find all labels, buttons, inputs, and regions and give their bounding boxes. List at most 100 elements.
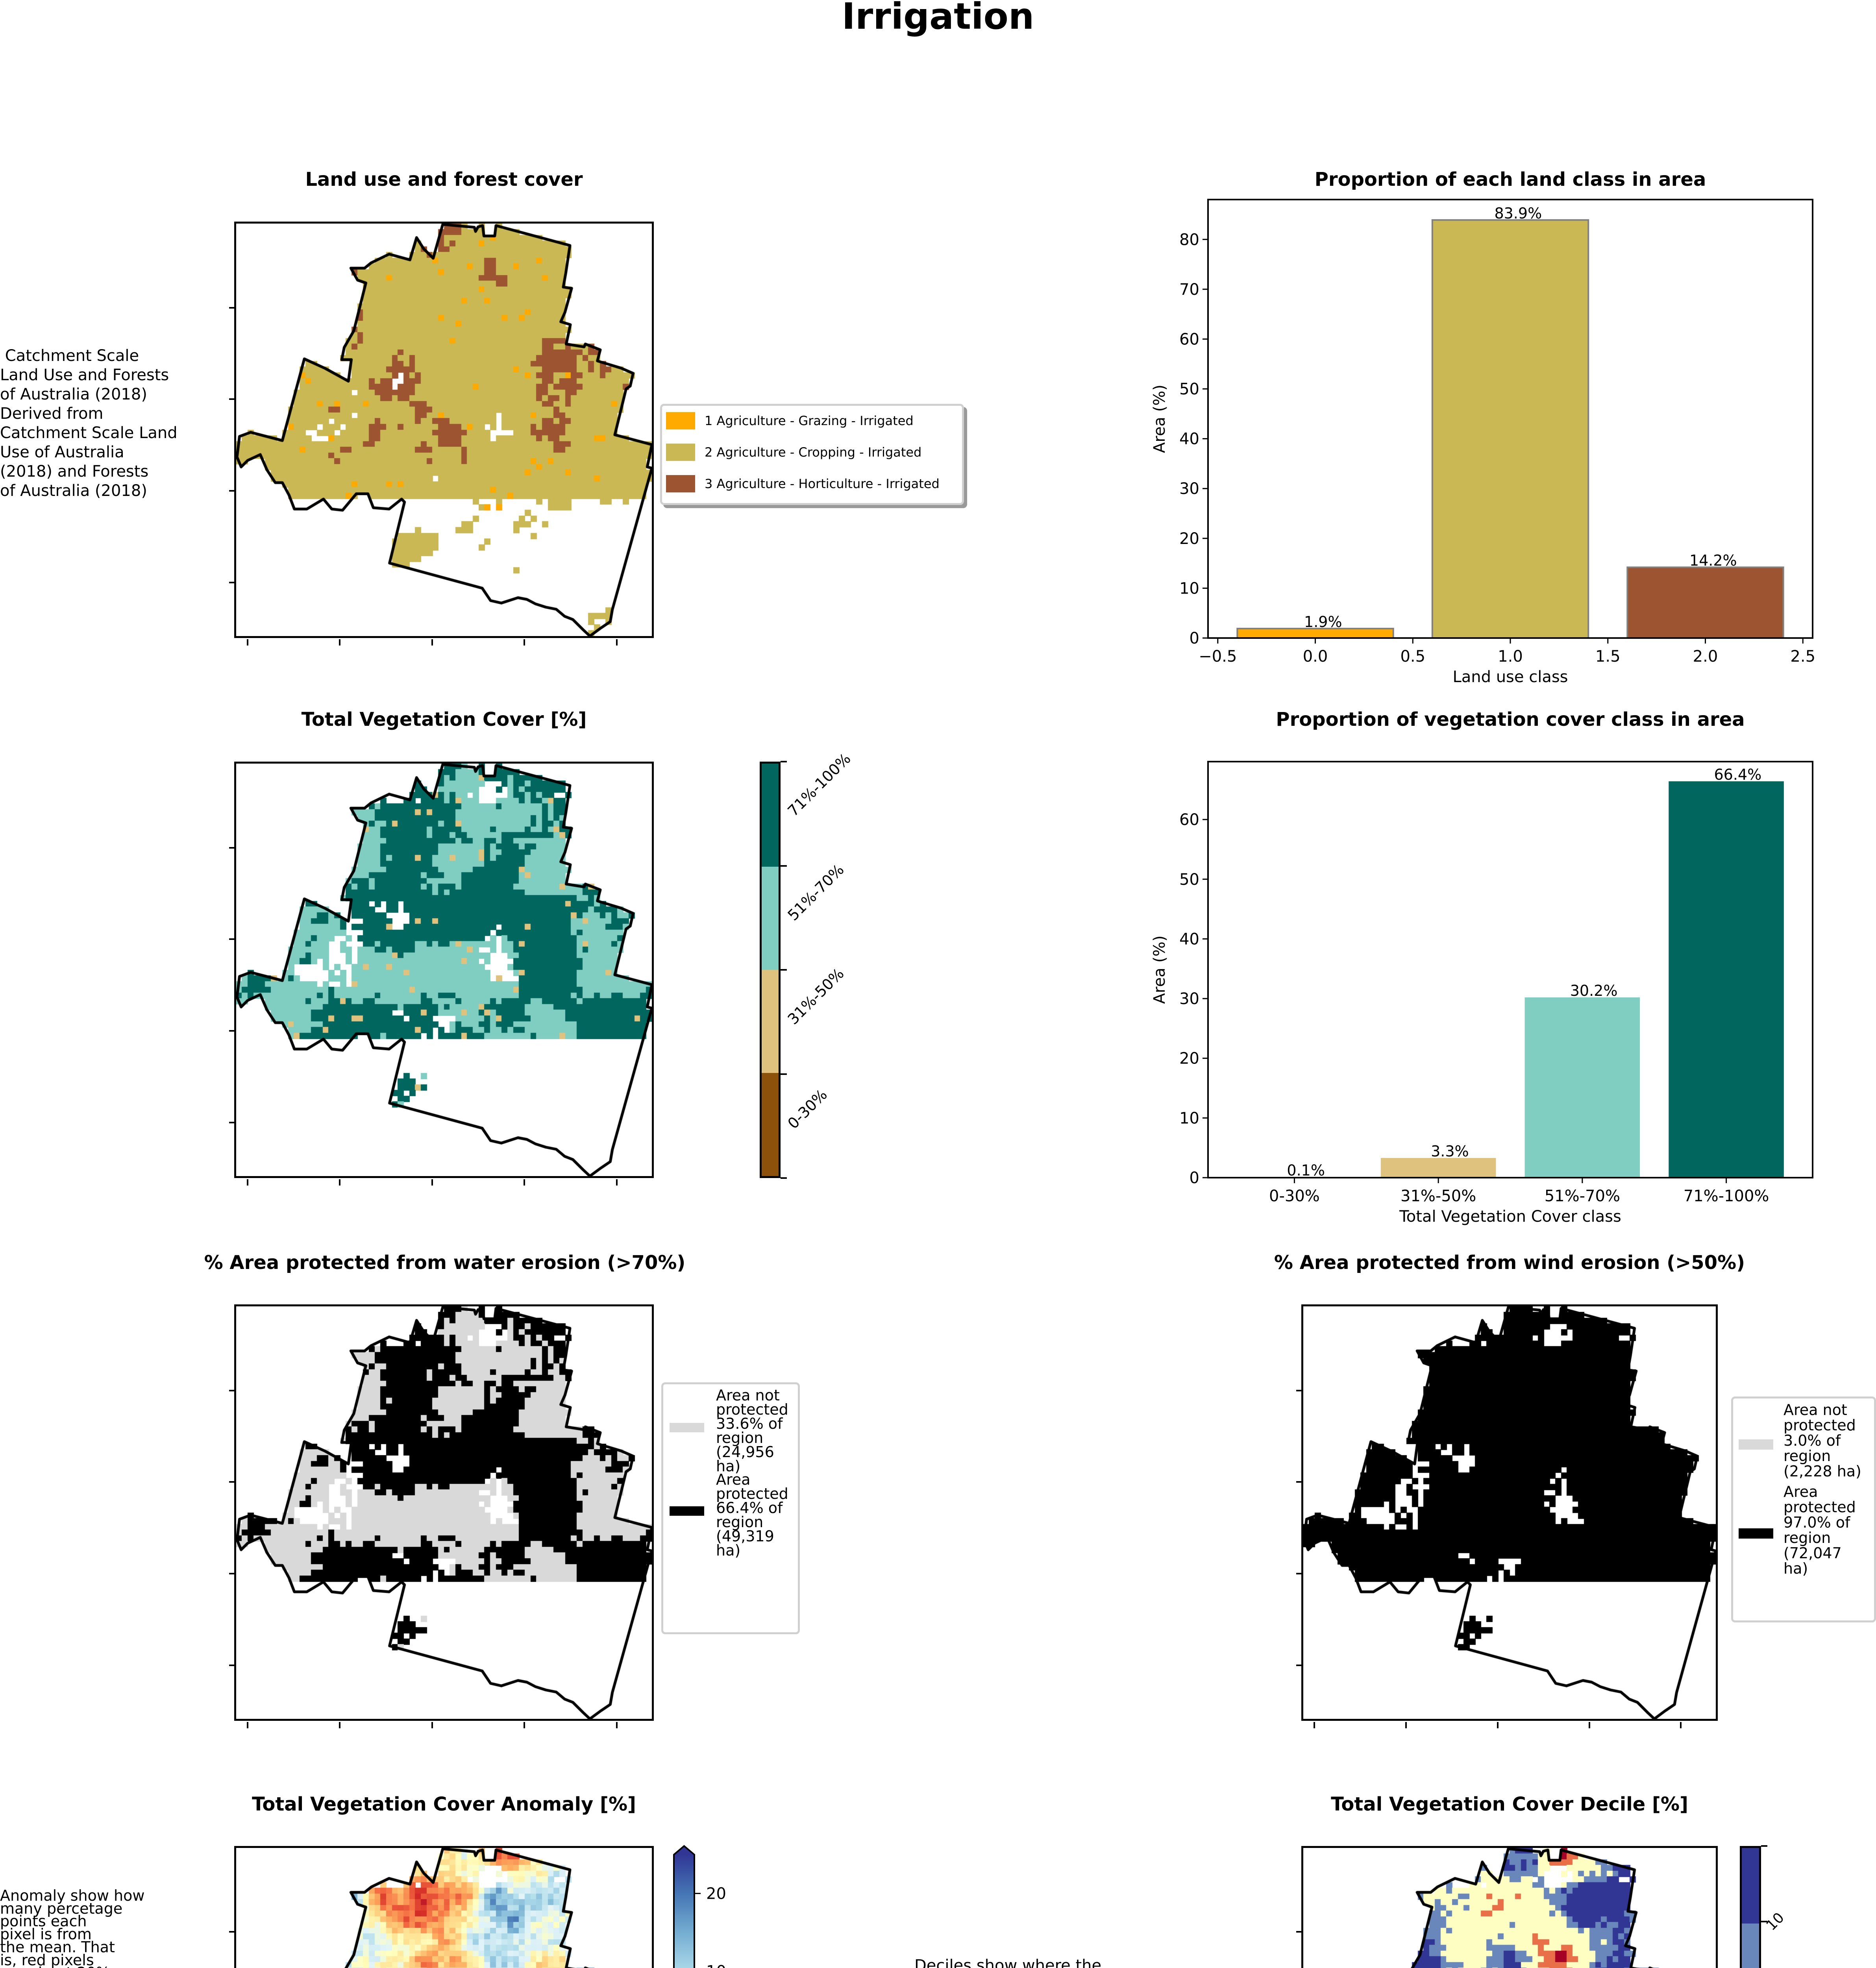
map-x-tick [616,1722,618,1728]
x-tick-label: 0.0 [1303,647,1328,666]
bar-data-label: 83.9% [1494,205,1542,222]
map-x-tick [524,639,525,646]
land-class-chart-title: Proportion of each land class in area [1314,168,1706,191]
colorbar-label: 31%-50% [784,965,847,1028]
map-x-tick [524,1722,525,1728]
bar-data-label: 30.2% [1570,982,1618,999]
y-tick-label: 80 [1179,231,1199,249]
veg-cover-colorbar: 0-30% 31%-50% 51%-70% 71%-100% [760,750,854,1179]
legend-label-not-protected: Area not protected 33.6% of region (24,9… [716,1387,788,1475]
x-tick-label: 0-30% [1269,1187,1320,1205]
x-tick-label: 1.0 [1498,647,1523,666]
legend-label-protected: Area protected 66.4% of region (49,319 h… [716,1471,788,1559]
y-tick-label: 30 [1179,480,1199,498]
colorbar-segment [1742,1848,1759,1924]
map-x-tick [1497,1722,1499,1728]
map-y-tick [229,1481,235,1483]
decile-explanation: Deciles show where the pixel value lies … [914,1957,1102,1968]
wind-erosion-map-title: % Area protected from wind erosion (>50%… [1274,1252,1745,1274]
map-x-tick [246,639,248,646]
bar [1626,566,1784,639]
y-tick-label: 30 [1179,990,1199,1008]
colorbar-outline [673,1845,695,1968]
wind-erosion-legend: Area not protected 3.0% of region (2,228… [1731,1396,1876,1622]
plot-frame [1207,761,1813,1178]
y-tick-label: 40 [1179,430,1199,448]
colorbar-tick-label: 20 [706,1885,726,1903]
y-tick-label: 50 [1179,871,1199,889]
bar [1380,1158,1496,1178]
map-x-tick [1588,1722,1590,1728]
x-tick-label: −0.5 [1199,647,1237,666]
map-x-tick [616,1179,618,1186]
map-x-tick [339,1722,341,1728]
colorbar-tick [781,865,787,867]
x-tick-label: 51%-70% [1545,1187,1620,1205]
map-y-tick [229,1121,235,1123]
legend-label: 2 Agriculture - Cropping - Irrigated [705,445,922,460]
y-tick-label: 20 [1179,530,1199,548]
colorbar-segment [762,764,779,867]
land-use-map-title: Land use and forest cover [305,168,583,191]
veg-cover-map-title: Total Vegetation Cover [%] [301,708,587,731]
colorbar-strip [760,762,781,1178]
water-erosion-map [229,1304,654,1728]
x-tick-label: 2.5 [1790,647,1815,666]
y-tick-label: 40 [1179,930,1199,948]
map-x-tick [431,639,433,646]
land-use-legend: 1 Agriculture - Grazing - Irrigated 2 Ag… [660,404,964,505]
veg-class-chart-title: Proportion of vegetation cover class in … [1276,708,1745,731]
colorbar-tick [1761,1920,1767,1922]
anomaly-map [229,1846,654,1968]
land-use-raster [236,224,652,636]
bar-data-label: 1.9% [1304,613,1342,631]
colorbar-segment [762,867,779,970]
colorbar-strip [1740,1846,1761,1968]
map-x-tick [616,639,618,646]
map-y-tick [1296,1573,1302,1575]
veg-cover-raster [236,764,652,1176]
map-y-tick [1296,1389,1302,1391]
anomaly-explanation: Anomaly show how many percetage points e… [0,1887,145,1968]
colorbar-tick [1761,1845,1767,1847]
y-tick-label: 70 [1179,281,1199,299]
legend-swatch-not-protected [1739,1439,1773,1450]
map-y-tick [229,1664,235,1666]
veg-class-bar-chart: 0.1% 3.3% 30.2% 66.4% 0 10 20 30 40 50 60 0-30% 31%-… [1151,761,1813,1226]
colorbar-tick [781,969,787,971]
legend-item-horticulture: 3 Agriculture - Horticulture - Irrigated [666,475,940,492]
map-y-tick [229,1931,235,1933]
y-tick-label: 0 [1190,1169,1199,1187]
y-axis-label: Area (%) [1151,936,1169,1004]
map-x-tick [1405,1722,1407,1728]
land-use-map [229,222,654,646]
colorbar-label: 51%-70% [784,861,847,924]
y-tick-label: 10 [1179,1109,1199,1127]
colorbar-label: 10 [1763,1909,1787,1934]
map-x-tick [339,1179,341,1186]
colorbar-tick [781,1177,787,1179]
colorbar-segment [762,970,779,1073]
wind-erosion-map [1296,1304,1718,1728]
decile-colorbar: 12-34-78-910 [1740,1845,1787,1968]
map-x-tick [339,639,341,646]
colorbar-tick [781,761,787,762]
legend-label-not-protected: Area not protected 3.0% of region (2,228… [1783,1401,1861,1480]
legend-swatch [666,412,695,429]
map-x-tick [431,1722,433,1728]
y-tick-label: 60 [1179,330,1199,348]
legend-item-cropping: 2 Agriculture - Cropping - Irrigated [666,444,921,461]
y-axis-label: Area (%) [1151,385,1169,453]
bar [1524,997,1640,1178]
map-x-tick [246,1722,248,1728]
map-y-tick [1296,1481,1302,1483]
anomaly-raster [236,1848,652,1968]
colorbar-segment [762,1073,779,1176]
x-tick-label: 71%-100% [1684,1187,1769,1205]
x-axis-label: Land use class [1452,668,1568,686]
map-y-tick [229,398,235,400]
map-y-tick [229,1389,235,1391]
colorbar-gradient [674,1855,694,1968]
map-y-tick [229,490,235,492]
map-x-tick [431,1179,433,1186]
